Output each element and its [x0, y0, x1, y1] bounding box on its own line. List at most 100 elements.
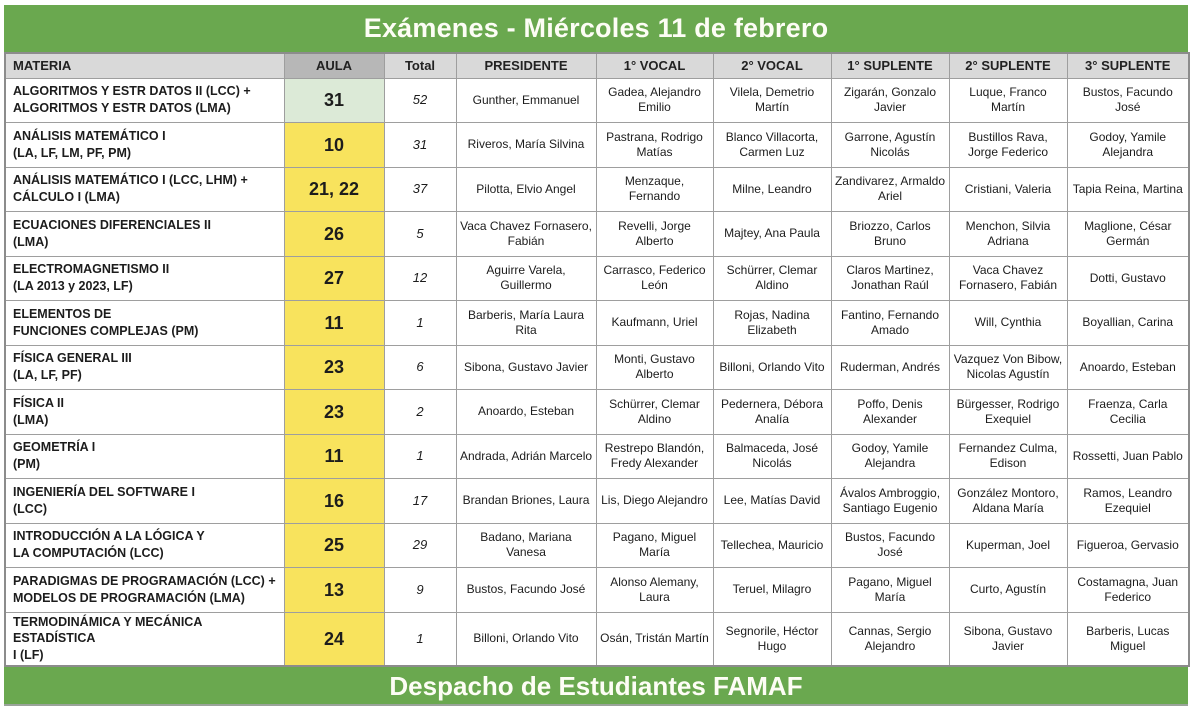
cell-1-vocal: Gadea, Alejandro Emilio — [595, 77, 714, 123]
cell-1-suplente: Ruderman, Andrés — [830, 344, 950, 390]
cell-1-vocal: Carrasco, Federico León — [595, 255, 714, 301]
cell-1-suplente: Claros Martinez, Jonathan Raúl — [830, 255, 950, 301]
cell-3-suplente: Rossetti, Juan Pablo — [1066, 433, 1190, 479]
cell-2-vocal: Blanco Villacorta, Carmen Luz — [712, 122, 832, 168]
exam-table: MATERIA AULA Total PRESIDENTE 1° VOCAL 2… — [4, 52, 1190, 668]
cell-2-suplente: Vaca Chavez Fornasero, Fabián — [948, 255, 1068, 301]
table-row: TERMODINÁMICA Y MECÁNICA ESTADÍSTICA I (… — [4, 611, 1190, 667]
page-title: Exámenes - Miércoles 11 de febrero — [4, 5, 1188, 52]
cell-2-suplente: Curto, Agustín — [948, 567, 1068, 613]
cell-3-suplente: Figueroa, Gervasio — [1066, 522, 1190, 568]
column-header-presidente: PRESIDENTE — [455, 52, 597, 79]
cell-aula: 31 — [283, 77, 385, 123]
cell-1-vocal: Pastrana, Rodrigo Matías — [595, 122, 714, 168]
table-row: ANÁLISIS MATEMÁTICO I (LCC, LHM) + CÁLCU… — [4, 166, 1190, 212]
cell-total: 37 — [383, 166, 457, 212]
cell-1-vocal: Menzaque, Fernando — [595, 166, 714, 212]
column-header-3-suplente: 3° SUPLENTE — [1066, 52, 1190, 79]
cell-presidente: Bustos, Facundo José — [455, 567, 597, 613]
cell-aula: 10 — [283, 122, 385, 168]
column-header-1-suplente: 1° SUPLENTE — [830, 52, 950, 79]
cell-2-suplente: Cristiani, Valeria — [948, 166, 1068, 212]
cell-total: 29 — [383, 522, 457, 568]
cell-1-suplente: Cannas, Sergio Alejandro — [830, 611, 950, 667]
table-row: INTRODUCCIÓN A LA LÓGICA Y LA COMPUTACIÓ… — [4, 522, 1190, 568]
cell-2-suplente: Will, Cynthia — [948, 300, 1068, 346]
cell-total: 1 — [383, 300, 457, 346]
cell-2-vocal: Segnorile, Héctor Hugo — [712, 611, 832, 667]
cell-2-suplente: Sibona, Gustavo Javier — [948, 611, 1068, 667]
cell-1-suplente: Ávalos Ambroggio, Santiago Eugenio — [830, 478, 950, 524]
cell-materia: ANÁLISIS MATEMÁTICO I (LA, LF, LM, PF, P… — [4, 122, 285, 168]
cell-materia: INGENIERÍA DEL SOFTWARE I (LCC) — [4, 478, 285, 524]
cell-2-vocal: Rojas, Nadina Elizabeth — [712, 300, 832, 346]
cell-2-suplente: Menchon, Silvia Adriana — [948, 211, 1068, 257]
cell-3-suplente: Ramos, Leandro Ezequiel — [1066, 478, 1190, 524]
cell-2-suplente: Vazquez Von Bibow, Nicolas Agustín — [948, 344, 1068, 390]
cell-3-suplente: Dotti, Gustavo — [1066, 255, 1190, 301]
cell-1-vocal: Alonso Alemany, Laura — [595, 567, 714, 613]
cell-total: 17 — [383, 478, 457, 524]
exam-table-body: ALGORITMOS Y ESTR DATOS II (LCC) + ALGOR… — [4, 77, 1190, 667]
column-header-total: Total — [383, 52, 457, 79]
cell-materia: ALGORITMOS Y ESTR DATOS II (LCC) + ALGOR… — [4, 77, 285, 123]
table-row: FÍSICA GENERAL III (LA, LF, PF) 23 6 Sibona… — [4, 344, 1190, 390]
cell-presidente: Badano, Mariana Vanesa — [455, 522, 597, 568]
cell-1-suplente: Bustos, Facundo José — [830, 522, 950, 568]
cell-3-suplente: Bustos, Facundo José — [1066, 77, 1190, 123]
cell-presidente: Aguirre Varela, Guillermo — [455, 255, 597, 301]
cell-total: 31 — [383, 122, 457, 168]
cell-total: 6 — [383, 344, 457, 390]
cell-2-vocal: Billoni, Orlando Vito — [712, 344, 832, 390]
cell-materia: ELEMENTOS DE FUNCIONES COMPLEJAS (PM) — [4, 300, 285, 346]
cell-aula: 16 — [283, 478, 385, 524]
cell-aula: 11 — [283, 433, 385, 479]
cell-total: 12 — [383, 255, 457, 301]
cell-2-suplente: Bustillos Rava, Jorge Federico — [948, 122, 1068, 168]
cell-presidente: Sibona, Gustavo Javier — [455, 344, 597, 390]
cell-aula: 23 — [283, 344, 385, 390]
cell-1-suplente: Poffo, Denis Alexander — [830, 389, 950, 435]
cell-1-suplente: Fantino, Fernando Amado — [830, 300, 950, 346]
cell-presidente: Vaca Chavez Fornasero, Fabián — [455, 211, 597, 257]
cell-2-vocal: Milne, Leandro — [712, 166, 832, 212]
cell-total: 1 — [383, 611, 457, 667]
cell-2-suplente: Luque, Franco Martín — [948, 77, 1068, 123]
cell-aula: 11 — [283, 300, 385, 346]
table-row: GEOMETRÍA I (PM) 11 1 Andrada, Adrián Marce… — [4, 433, 1190, 479]
table-row: INGENIERÍA DEL SOFTWARE I (LCC) 16 17 Brand… — [4, 478, 1190, 524]
cell-materia: FÍSICA GENERAL III (LA, LF, PF) — [4, 344, 285, 390]
exam-table-header: MATERIA AULA Total PRESIDENTE 1° VOCAL 2… — [4, 52, 1190, 79]
cell-total: 5 — [383, 211, 457, 257]
cell-aula: 27 — [283, 255, 385, 301]
cell-2-suplente: Fernandez Culma, Edison — [948, 433, 1068, 479]
cell-2-vocal: Vilela, Demetrio Martín — [712, 77, 832, 123]
cell-presidente: Riveros, María Silvina — [455, 122, 597, 168]
footer-title: Despacho de Estudiantes FAMAF — [4, 667, 1188, 707]
cell-aula: 24 — [283, 611, 385, 667]
cell-2-vocal: Schürrer, Clemar Aldino — [712, 255, 832, 301]
cell-1-vocal: Restrepo Blandón, Fredy Alexander — [595, 433, 714, 479]
cell-2-vocal: Tellechea, Mauricio — [712, 522, 832, 568]
cell-1-vocal: Kaufmann, Uriel — [595, 300, 714, 346]
cell-presidente: Andrada, Adrián Marcelo — [455, 433, 597, 479]
cell-3-suplente: Boyallian, Carina — [1066, 300, 1190, 346]
cell-materia: INTRODUCCIÓN A LA LÓGICA Y LA COMPUTACIÓ… — [4, 522, 285, 568]
table-row: ANÁLISIS MATEMÁTICO I (LA, LF, LM, PF, P… — [4, 122, 1190, 168]
cell-2-suplente: González Montoro, Aldana María — [948, 478, 1068, 524]
cell-total: 2 — [383, 389, 457, 435]
table-row: ELECTROMAGNETISMO II (LA 2013 y 2023, LF… — [4, 255, 1190, 301]
cell-3-suplente: Maglione, César Germán — [1066, 211, 1190, 257]
cell-1-suplente: Pagano, Miguel María — [830, 567, 950, 613]
cell-1-suplente: Briozzo, Carlos Bruno — [830, 211, 950, 257]
cell-materia: GEOMETRÍA I (PM) — [4, 433, 285, 479]
cell-materia: ECUACIONES DIFERENCIALES II (LMA) — [4, 211, 285, 257]
cell-2-vocal: Lee, Matías David — [712, 478, 832, 524]
cell-materia: FÍSICA II (LMA) — [4, 389, 285, 435]
cell-aula: 25 — [283, 522, 385, 568]
cell-1-vocal: Monti, Gustavo Alberto — [595, 344, 714, 390]
cell-total: 1 — [383, 433, 457, 479]
column-header-2-vocal: 2° VOCAL — [712, 52, 832, 79]
cell-presidente: Pilotta, Elvio Angel — [455, 166, 597, 212]
